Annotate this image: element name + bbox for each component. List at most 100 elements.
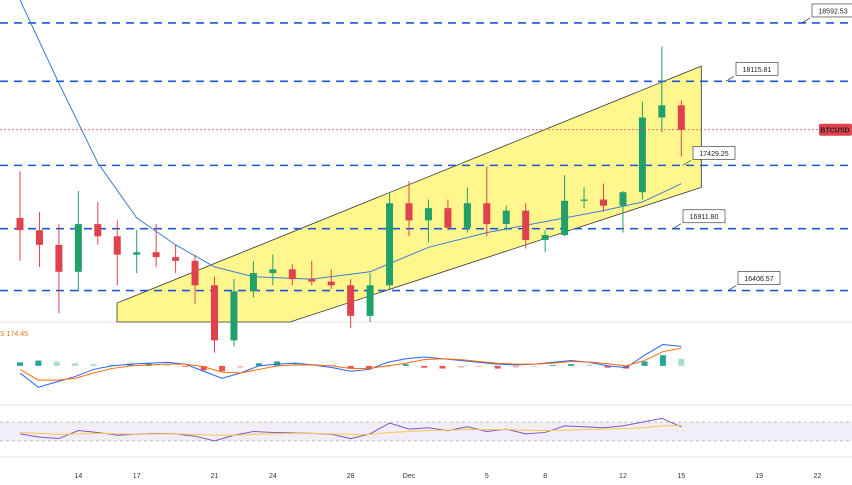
macd-bar — [200, 365, 207, 371]
candle-body — [638, 117, 646, 193]
level-label-box — [735, 61, 779, 76]
x-tick-label: 12 — [619, 473, 627, 480]
candle-body — [561, 200, 569, 236]
candle-body — [463, 203, 471, 228]
level-connector — [672, 223, 682, 230]
macd-bar — [439, 365, 446, 369]
level-label-box — [811, 3, 852, 18]
macd-bar — [127, 363, 134, 366]
level-connector — [727, 285, 737, 291]
candle-body — [366, 285, 374, 316]
x-tick-label: Dec — [403, 473, 416, 480]
candle-body — [230, 291, 238, 341]
rsi-band — [0, 422, 852, 441]
macd-bar — [512, 365, 519, 368]
candle-body — [191, 260, 199, 286]
candle-body — [94, 224, 102, 237]
level-connector — [801, 17, 811, 24]
macd-bar — [641, 361, 648, 366]
macd-bar — [568, 364, 575, 366]
level-label-box — [692, 146, 736, 160]
macd-bar — [108, 364, 115, 366]
candle-body — [211, 285, 218, 341]
candle-body — [677, 105, 685, 130]
macd-bar — [237, 365, 244, 368]
level-label: 18592.53 — [818, 8, 847, 15]
candle-body — [327, 281, 335, 286]
level-connector — [682, 160, 692, 166]
candle-body — [35, 230, 43, 245]
x-tick-label: 22 — [814, 473, 822, 480]
macd-bar — [90, 364, 97, 366]
candle-body — [619, 192, 627, 206]
x-tick-label: 14 — [74, 473, 82, 480]
candle-body — [658, 105, 666, 118]
macd-bar — [366, 365, 373, 370]
x-axis: 14 17 21 24 28 Dec 5 8 12 15 19 22 — [74, 473, 821, 480]
candle-body — [133, 252, 141, 255]
candle-body — [502, 210, 510, 225]
candle-body — [55, 244, 63, 272]
level-label-box — [737, 271, 781, 285]
candle-body — [386, 203, 394, 286]
candle-body — [269, 269, 277, 274]
macd-bar — [163, 364, 170, 366]
macd-bar — [292, 362, 299, 366]
x-tick-label: 24 — [269, 473, 277, 480]
candle-body — [424, 208, 432, 221]
level-connector — [725, 76, 735, 82]
macd-bar — [604, 365, 611, 368]
macd-bar — [494, 365, 501, 369]
macd-bar — [182, 365, 189, 367]
macd-bar — [659, 355, 666, 366]
level-label: 16911.80 — [690, 214, 719, 221]
candle-body — [522, 210, 530, 240]
macd-bar — [457, 365, 464, 368]
candle-body — [347, 285, 355, 316]
x-tick-label: 28 — [347, 473, 355, 480]
macd-value-label: S 174.45 — [0, 331, 28, 338]
macd-bar — [476, 365, 483, 367]
symbol-badge — [819, 123, 852, 136]
macd-bar — [219, 365, 226, 372]
macd-bar — [255, 363, 262, 366]
macd-bar — [678, 358, 685, 366]
candle-body — [74, 224, 82, 272]
x-tick-label: 17 — [133, 473, 141, 480]
macd-bar — [531, 365, 538, 367]
level-label: 17429.25 — [699, 151, 728, 158]
candle-body — [288, 269, 296, 280]
x-tick-label: 21 — [211, 473, 219, 480]
candle-body — [444, 208, 452, 228]
macd-pane: S 174.45 — [0, 331, 685, 388]
macd-line — [19, 344, 682, 388]
macd-bar — [347, 365, 354, 369]
macd-bar — [421, 365, 428, 368]
x-tick-label: 5 — [485, 473, 489, 480]
x-tick-label: 8 — [543, 473, 547, 480]
macd-bar — [17, 362, 23, 366]
candle-body — [308, 279, 316, 282]
candle-body — [172, 257, 180, 261]
candle-body — [152, 252, 160, 258]
level-label-box — [682, 209, 726, 224]
signal-line — [19, 347, 682, 381]
candles — [16, 46, 685, 353]
level-label: 18115.81 — [743, 67, 772, 74]
x-tick-label: 15 — [677, 473, 685, 480]
horizontal-levels: 18592.53 18115.81 17429.25 16911.80 16406.57 — [0, 3, 852, 292]
macd-bar — [35, 360, 42, 366]
rsi-pane — [0, 417, 852, 442]
candle-body — [580, 199, 588, 201]
candle-body — [483, 203, 491, 225]
current-price: BTCUSD — [0, 123, 852, 136]
macd-bar — [586, 364, 593, 366]
candle-body — [113, 236, 121, 255]
x-tick-label: 19 — [755, 473, 763, 480]
rsi-ma-line — [19, 424, 682, 436]
candle-body — [249, 273, 257, 292]
candle-body — [541, 235, 549, 240]
candle-body — [405, 203, 413, 221]
macd-bar — [549, 365, 556, 366]
